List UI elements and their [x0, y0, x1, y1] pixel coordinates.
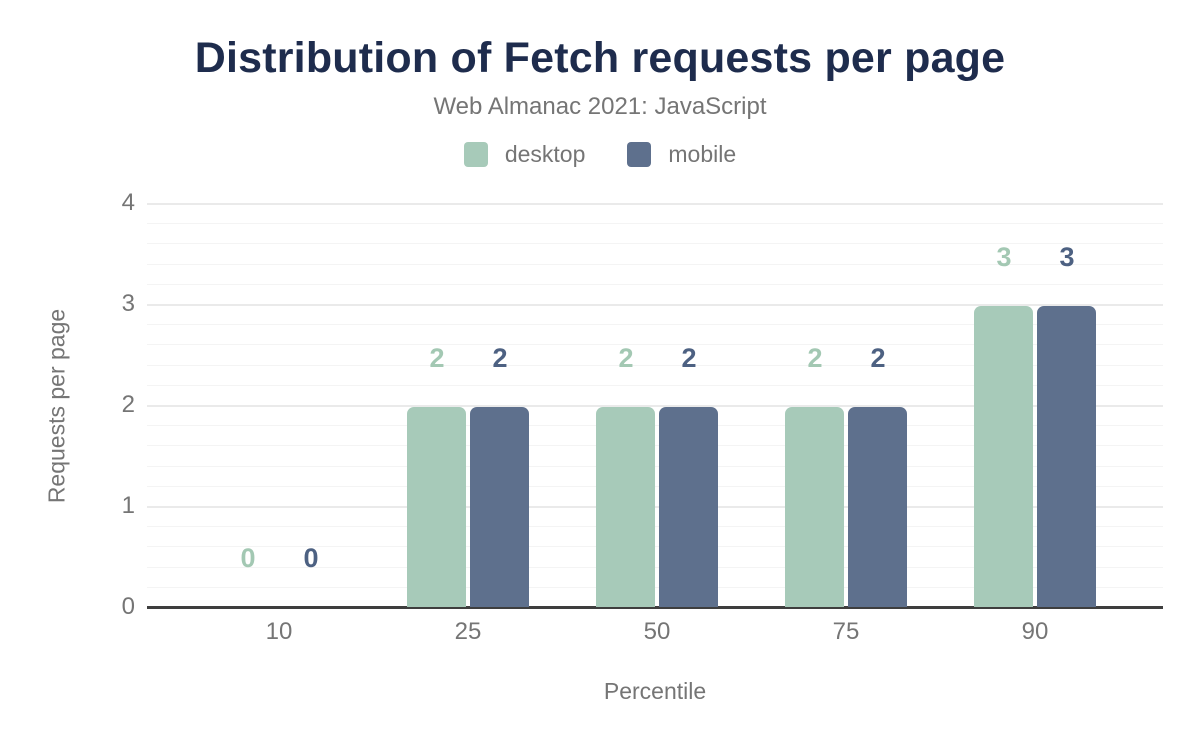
- major-gridline: [147, 203, 1163, 205]
- legend: desktop mobile: [0, 141, 1200, 168]
- x-axis-tick-label: 25: [454, 618, 482, 645]
- minor-gridline: [147, 567, 1163, 568]
- legend-label-desktop: desktop: [504, 141, 586, 167]
- minor-gridline: [147, 486, 1163, 487]
- major-gridline: [147, 405, 1163, 407]
- bar-mobile-p90: [1037, 306, 1096, 607]
- minor-gridline: [147, 365, 1163, 366]
- y-axis-tick-label: 2: [121, 391, 135, 418]
- value-label-mobile-p10: 0: [303, 543, 319, 573]
- legend-item-mobile: mobile: [627, 141, 736, 168]
- value-label-desktop-p50: 2: [618, 343, 634, 373]
- minor-gridline: [147, 264, 1163, 265]
- value-label-desktop-p10: 0: [240, 543, 256, 573]
- value-label-mobile-p75: 2: [870, 343, 886, 373]
- bar-desktop-p25: [407, 407, 466, 607]
- minor-gridline: [147, 526, 1163, 527]
- minor-gridline: [147, 344, 1163, 345]
- legend-swatch-mobile: [627, 142, 652, 167]
- x-axis-title: Percentile: [603, 678, 707, 704]
- legend-swatch-desktop: [463, 142, 488, 167]
- y-axis-tick-label: 0: [121, 593, 135, 620]
- x-axis-tick-label: 75: [832, 618, 860, 645]
- minor-gridline: [147, 324, 1163, 325]
- bar-mobile-p50: [659, 407, 718, 607]
- minor-gridline: [147, 466, 1163, 467]
- chart-title: Distribution of Fetch requests per page: [194, 34, 1006, 82]
- x-axis-line: [147, 606, 1163, 609]
- minor-gridline: [147, 445, 1163, 446]
- x-axis-tick-label: 90: [1021, 618, 1049, 645]
- legend-item-desktop: desktop: [463, 141, 586, 168]
- value-label-mobile-p25: 2: [492, 343, 508, 373]
- y-axis-tick-label: 1: [121, 492, 135, 519]
- bar-desktop-p50: [596, 407, 655, 607]
- minor-gridline: [147, 284, 1163, 285]
- major-gridline: [147, 304, 1163, 306]
- x-axis-tick-label: 50: [643, 618, 671, 645]
- y-axis-tick-label: 4: [121, 189, 135, 216]
- minor-gridline: [147, 546, 1163, 547]
- bar-desktop-p75: [785, 407, 844, 607]
- legend-label-mobile: mobile: [668, 141, 737, 167]
- y-axis-title: Requests per page: [43, 308, 70, 504]
- minor-gridline: [147, 243, 1163, 244]
- minor-gridline: [147, 587, 1163, 588]
- minor-gridline: [147, 223, 1163, 224]
- x-axis-tick-label: 10: [265, 618, 293, 645]
- bar-desktop-p90: [974, 306, 1033, 607]
- bar-mobile-p25: [470, 407, 529, 607]
- bar-mobile-p75: [848, 407, 907, 607]
- value-label-desktop-p75: 2: [807, 343, 823, 373]
- chart-subtitle: Web Almanac 2021: JavaScript: [433, 93, 767, 120]
- minor-gridline: [147, 425, 1163, 426]
- value-label-desktop-p90: 3: [996, 242, 1012, 272]
- value-label-desktop-p25: 2: [429, 343, 445, 373]
- minor-gridline: [147, 385, 1163, 386]
- value-label-mobile-p50: 2: [681, 343, 697, 373]
- major-gridline: [147, 506, 1163, 508]
- value-label-mobile-p90: 3: [1059, 242, 1075, 272]
- y-axis-tick-label: 3: [121, 290, 135, 317]
